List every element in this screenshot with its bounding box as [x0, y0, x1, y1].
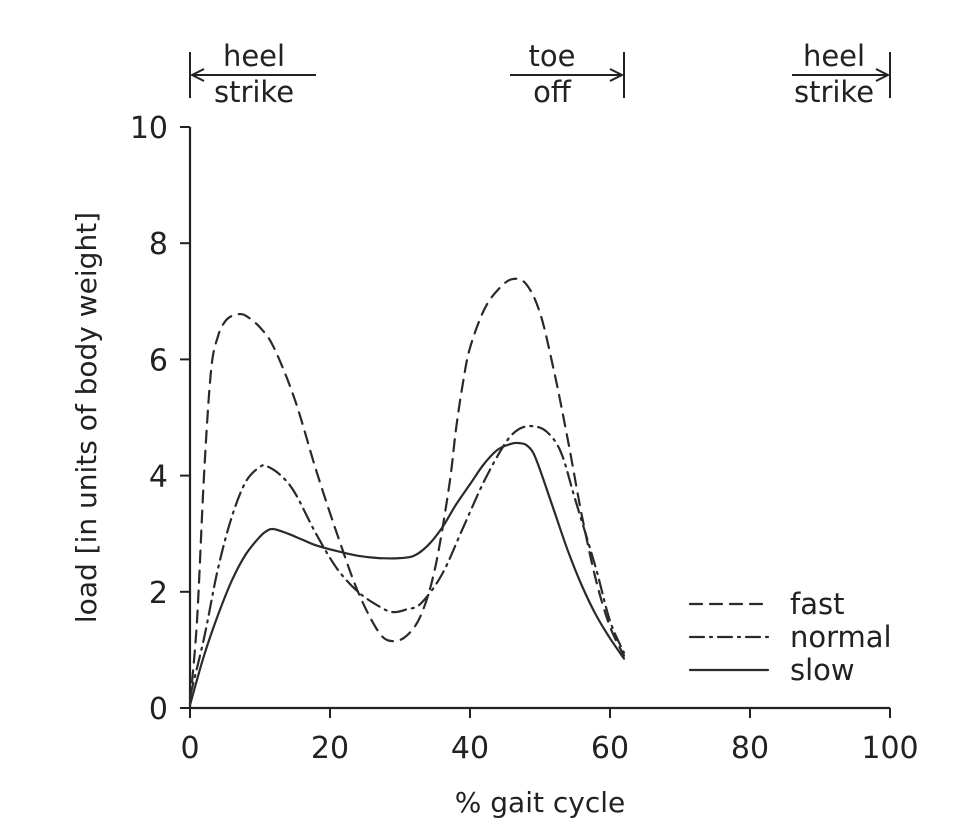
series-line-slow	[188, 441, 626, 707]
annotation-bottom-label: strike	[214, 75, 294, 109]
x-tick-label: 80	[731, 731, 769, 766]
x-tick-label: 0	[180, 731, 199, 766]
annotation-arrowhead	[609, 68, 625, 82]
legend-label-slow: slow	[790, 653, 855, 687]
series-group	[188, 277, 626, 707]
legend-label-normal: normal	[790, 620, 892, 654]
y-tick-label: 10	[130, 111, 168, 146]
annotation-arrowhead	[189, 68, 205, 82]
y-tick-label: 0	[149, 692, 168, 727]
x-tick-label: 100	[861, 731, 918, 766]
annotation-arrowhead	[875, 68, 891, 82]
annotation-top-label: heel	[223, 39, 285, 73]
y-tick-label: 2	[149, 576, 168, 611]
y-tick-label: 8	[149, 227, 168, 262]
series-line-normal	[188, 424, 626, 698]
annotation-bottom-label: off	[533, 75, 572, 109]
y-tick-label: 4	[149, 460, 168, 495]
series-line-fast	[188, 277, 626, 704]
axes: 0 20 40 60 80 100 0 2 4 6 8 10	[130, 111, 919, 766]
annotation-bottom-label: strike	[794, 75, 874, 109]
x-tick-label: 20	[311, 731, 349, 766]
y-tick-label: 6	[149, 343, 168, 378]
x-tick-label: 40	[451, 731, 489, 766]
y-axis-title: load [in units of body weight]	[70, 212, 103, 623]
annotation-top-label: heel	[803, 39, 865, 73]
legend-label-fast: fast	[790, 587, 844, 621]
x-tick-label: 60	[591, 731, 629, 766]
annotation-top-label: toe	[529, 39, 576, 73]
x-axis-title: % gait cycle	[455, 786, 625, 819]
